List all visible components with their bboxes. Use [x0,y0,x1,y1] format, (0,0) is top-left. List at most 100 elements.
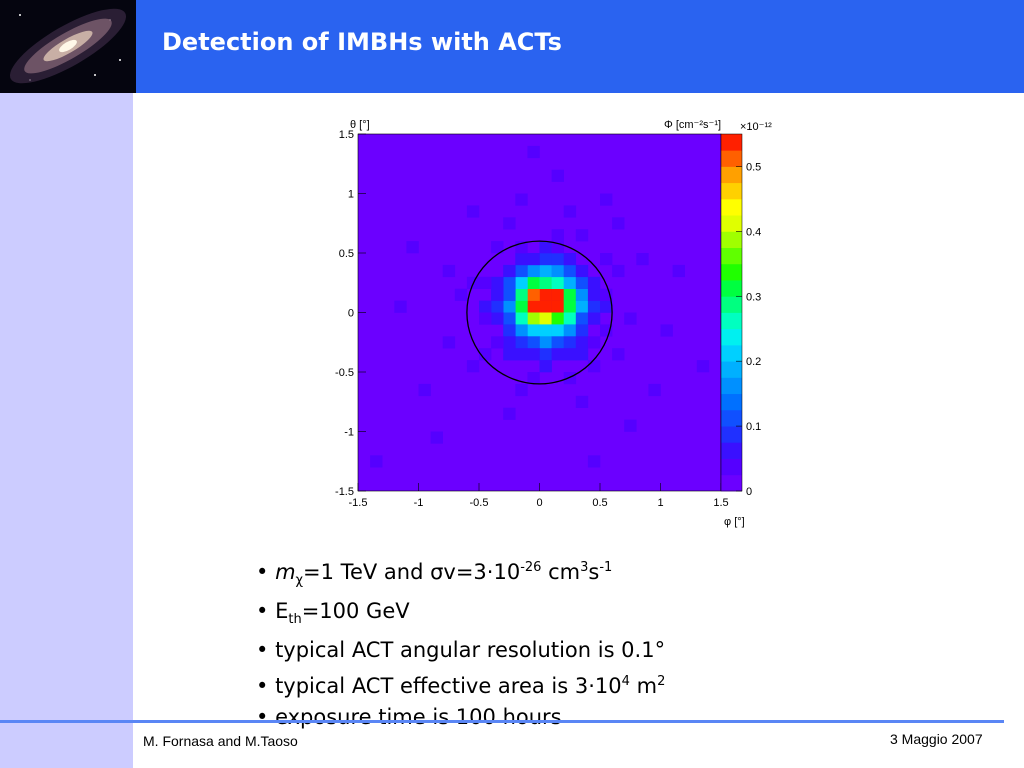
heatmap-cell [575,276,589,289]
heatmap-cell [539,300,552,313]
heatmap-cell [563,348,577,361]
bullet-item: • exposure time is 100 hours [256,705,562,729]
heatmap-cell [527,336,540,349]
heatmap-cell [430,431,443,444]
heatmap-cell [454,288,468,301]
heatmap-cell [503,324,516,337]
heatmap-cell [624,312,637,325]
heatmap-cell [527,312,540,325]
heatmap-cell [563,276,577,289]
colorbar-tick-label: 0.4 [746,226,761,238]
colorbar-swatch [721,409,742,427]
footer-divider [0,720,1004,723]
heatmap-cell [491,241,504,254]
heatmap-cell [527,145,540,159]
heatmap-cell [503,348,516,361]
x-tick-label: 1.5 [713,497,728,509]
bullet-item: • typical ACT angular resolution is 0.1° [256,638,666,662]
resolution-circle [466,240,613,385]
heatmap-cell [575,348,589,361]
colorbar-tick-label: 0.3 [746,291,761,303]
y-tick-label: 0 [348,308,354,320]
heatmap-cell [551,312,564,325]
heatmap-cell [539,264,552,278]
heatmap-cell [624,419,637,432]
heatmap-cell [696,360,710,373]
heatmap-cell [587,312,601,325]
heatmap-cell [527,324,540,337]
heatmap-cell [479,276,492,289]
heatmap-cell [575,395,589,408]
heatmap-cell [587,300,601,313]
heatmap-cell [527,253,540,266]
colorbar-swatch [721,182,742,200]
heatmap-cell [503,217,516,230]
heatmap-cell [503,264,516,278]
heatmap-cell [479,312,492,325]
heatmap-cell [575,324,589,337]
colorbar-swatch [721,215,742,232]
y-tick-label: 1 [348,189,354,201]
colorbar-swatch [721,231,742,248]
heatmap-cell [539,276,552,289]
y-tick-label: 0.5 [339,248,354,260]
heatmap-cell [551,264,564,278]
x-tick-label: -1.5 [349,497,368,509]
colorbar-swatch [721,344,742,362]
heatmap-cell [527,264,540,278]
heatmap-cell [503,300,516,313]
x-tick-label: 0.5 [592,497,607,509]
colorbar: 0 0.1 0.2 0.3 0.4 0.5 [720,133,761,498]
y-tick-label: -1 [344,427,354,439]
colorbar-swatch [721,134,742,151]
heatmap-cell [612,217,625,230]
heatmap-cell [491,288,504,301]
heatmap-cell [479,300,492,313]
heatmap-cell [563,205,577,218]
heatmap-cell [503,407,516,420]
heatmap-cell [515,336,528,349]
heatmap-cell [612,348,625,361]
heatmap-cell [539,336,552,349]
heatmap-cell [491,336,504,349]
footer-authors: M. Fornasa and M.Taoso [143,733,298,749]
sidebar-panel [0,93,133,768]
bullet-item: • mχ=1 TeV and σv=3·10-26 cm3s-1 [256,560,613,588]
heatmap-cell [551,336,564,349]
heatmap-cell [394,300,407,313]
x-axis-label: φ [°] [724,516,745,528]
heatmap-cell [587,455,601,468]
colorbar-swatch [721,426,742,443]
y-tick-label: -1.5 [335,486,354,498]
heatmap-cell [527,348,540,361]
heatmap-cell [563,312,577,325]
x-tick-label: -1 [414,497,424,509]
heatmap-cell [563,336,577,349]
heatmap-cell [587,288,601,301]
colorbar-frame [720,133,743,492]
heatmap-cell [551,324,564,337]
bullet-item: • Eth=100 GeV [256,599,410,627]
colorbar-swatch [721,328,742,346]
heatmap-cell [575,264,589,278]
heatmap-cell [539,253,552,266]
heatmap-cell [539,312,552,325]
heatmap-cell [539,241,552,254]
colorbar-swatch [721,247,742,265]
heatmap-cell [648,383,661,397]
heatmap-cell [575,336,589,349]
y-tick-label: -0.5 [335,367,354,379]
colorbar-swatch [721,474,742,492]
colorbar-swatch [721,296,742,313]
bullet-list: • mχ=1 TeV and σv=3·10-26 cm3s-1 • Eth=10… [256,552,665,733]
heatmap-cell [466,205,480,218]
heatmap-cell [515,276,528,289]
heatmap-cell [515,383,528,397]
heatmap-cell [575,288,589,301]
heatmap-cell [479,348,492,361]
heatmap-cell [612,264,625,278]
colorbar-swatch [721,150,742,167]
heatmap-cell [442,264,456,278]
heatmap-cell [600,253,613,266]
heatmap-cell [515,288,528,301]
